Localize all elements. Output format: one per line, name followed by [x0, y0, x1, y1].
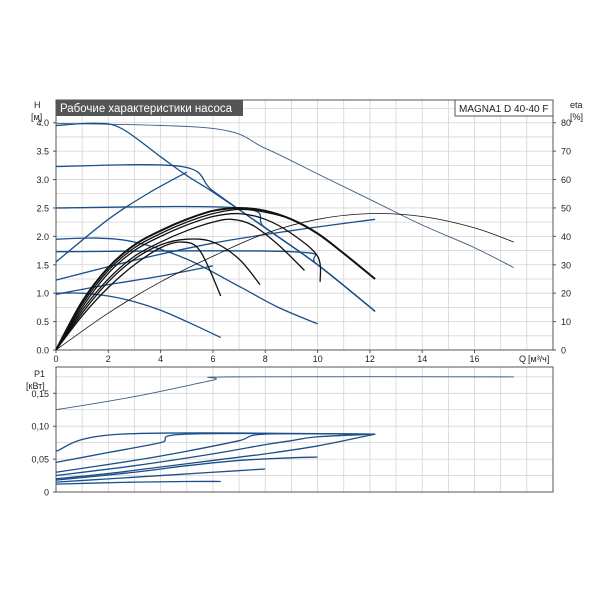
efficiency-curve — [55, 241, 222, 351]
y-tick-label: 4.0 — [36, 118, 49, 128]
y-tick-label: 3.0 — [36, 175, 49, 185]
power-curve — [55, 480, 221, 485]
head-curves — [55, 122, 514, 339]
efficiency-curve — [55, 212, 322, 351]
head-curve — [55, 265, 214, 295]
y-axis-label: H — [34, 100, 41, 110]
x-tick-label: 14 — [417, 354, 427, 364]
y2-tick-label: 10 — [561, 317, 571, 327]
y-tick-label: 3.5 — [36, 147, 49, 157]
y2-tick-label: 70 — [561, 147, 571, 157]
power-curve — [55, 432, 376, 473]
head-curve — [55, 171, 188, 263]
y2-tick-label: 20 — [561, 289, 571, 299]
y-tick-label: 1.0 — [36, 289, 49, 299]
power-curve — [55, 468, 266, 483]
p1-axis-ticks: 0 0,05 0,10 0,15 — [31, 389, 56, 498]
head-curve — [55, 250, 376, 312]
y2-tick-label: 40 — [561, 232, 571, 242]
y2-axis-label: eta — [570, 100, 583, 110]
p1-axis-unit: [кВт] — [26, 381, 45, 391]
efficiency-curves — [55, 206, 514, 351]
y2-axis-unit: [%] — [570, 112, 583, 122]
x-axis-label: Q — [519, 354, 526, 364]
chart-title: Рабочие характеристики насоса — [60, 103, 233, 115]
power-curves — [55, 376, 514, 485]
head-curve — [55, 218, 376, 281]
head-curve — [55, 292, 222, 339]
x-tick-label: 2 — [106, 354, 111, 364]
x-axis-ticks: 0 2 4 6 8 10 12 14 16 — [53, 350, 480, 364]
max-head-curve — [55, 122, 514, 269]
efficiency-curve — [55, 218, 305, 351]
y-tick-label: 2.5 — [36, 203, 49, 213]
y2-tick-label: 50 — [561, 203, 571, 213]
power-curve — [55, 456, 318, 481]
model-label: MAGNA1 D 40-40 F — [459, 104, 548, 115]
y-tick-label: 1.5 — [36, 260, 49, 270]
title-background — [56, 100, 243, 116]
x-tick-label: 6 — [210, 354, 215, 364]
y-tick-label: 0.5 — [36, 317, 49, 327]
x-tick-label: 0 — [53, 354, 58, 364]
upper-grid — [56, 100, 553, 350]
power-curve — [55, 432, 376, 464]
x-tick-label: 16 — [470, 354, 480, 364]
x-tick-label: 10 — [313, 354, 323, 364]
x-tick-label: 12 — [365, 354, 375, 364]
efficiency-curve — [55, 213, 514, 351]
p1-tick-label: 0,15 — [31, 389, 49, 399]
efficiency-curve — [55, 238, 261, 351]
y-tick-label: 0.0 — [36, 346, 49, 356]
head-curve — [55, 237, 318, 325]
model-box — [454, 99, 554, 117]
y-tick-label: 2.0 — [36, 232, 49, 242]
y-axis-ticks: 0.0 0.5 1.0 1.5 2.0 2.5 3.0 3.5 4.0 — [36, 118, 56, 356]
p1-tick-label: 0,10 — [31, 422, 49, 432]
efficiency-curve — [55, 208, 318, 351]
p1-tick-label: 0 — [44, 488, 49, 498]
power-curve — [55, 376, 514, 411]
p1-tick-label: 0,05 — [31, 455, 49, 465]
y2-tick-label: 0 — [561, 346, 566, 356]
power-curve — [55, 433, 376, 477]
power-curve — [55, 433, 376, 480]
y2-axis-ticks: 0 10 20 30 40 50 60 70 80 — [553, 118, 571, 356]
y2-tick-label: 80 — [561, 118, 571, 128]
y-axis-unit: [м] — [31, 112, 42, 122]
lower-plot-frame — [55, 366, 554, 493]
x-tick-label: 8 — [263, 354, 268, 364]
p1-axis-label: P1 — [34, 369, 45, 379]
y2-tick-label: 60 — [561, 175, 571, 185]
x-axis-unit: [м³/ч] — [528, 354, 549, 364]
y2-tick-label: 30 — [561, 260, 571, 270]
x-tick-label: 4 — [158, 354, 163, 364]
upper-plot-frame — [55, 99, 554, 351]
